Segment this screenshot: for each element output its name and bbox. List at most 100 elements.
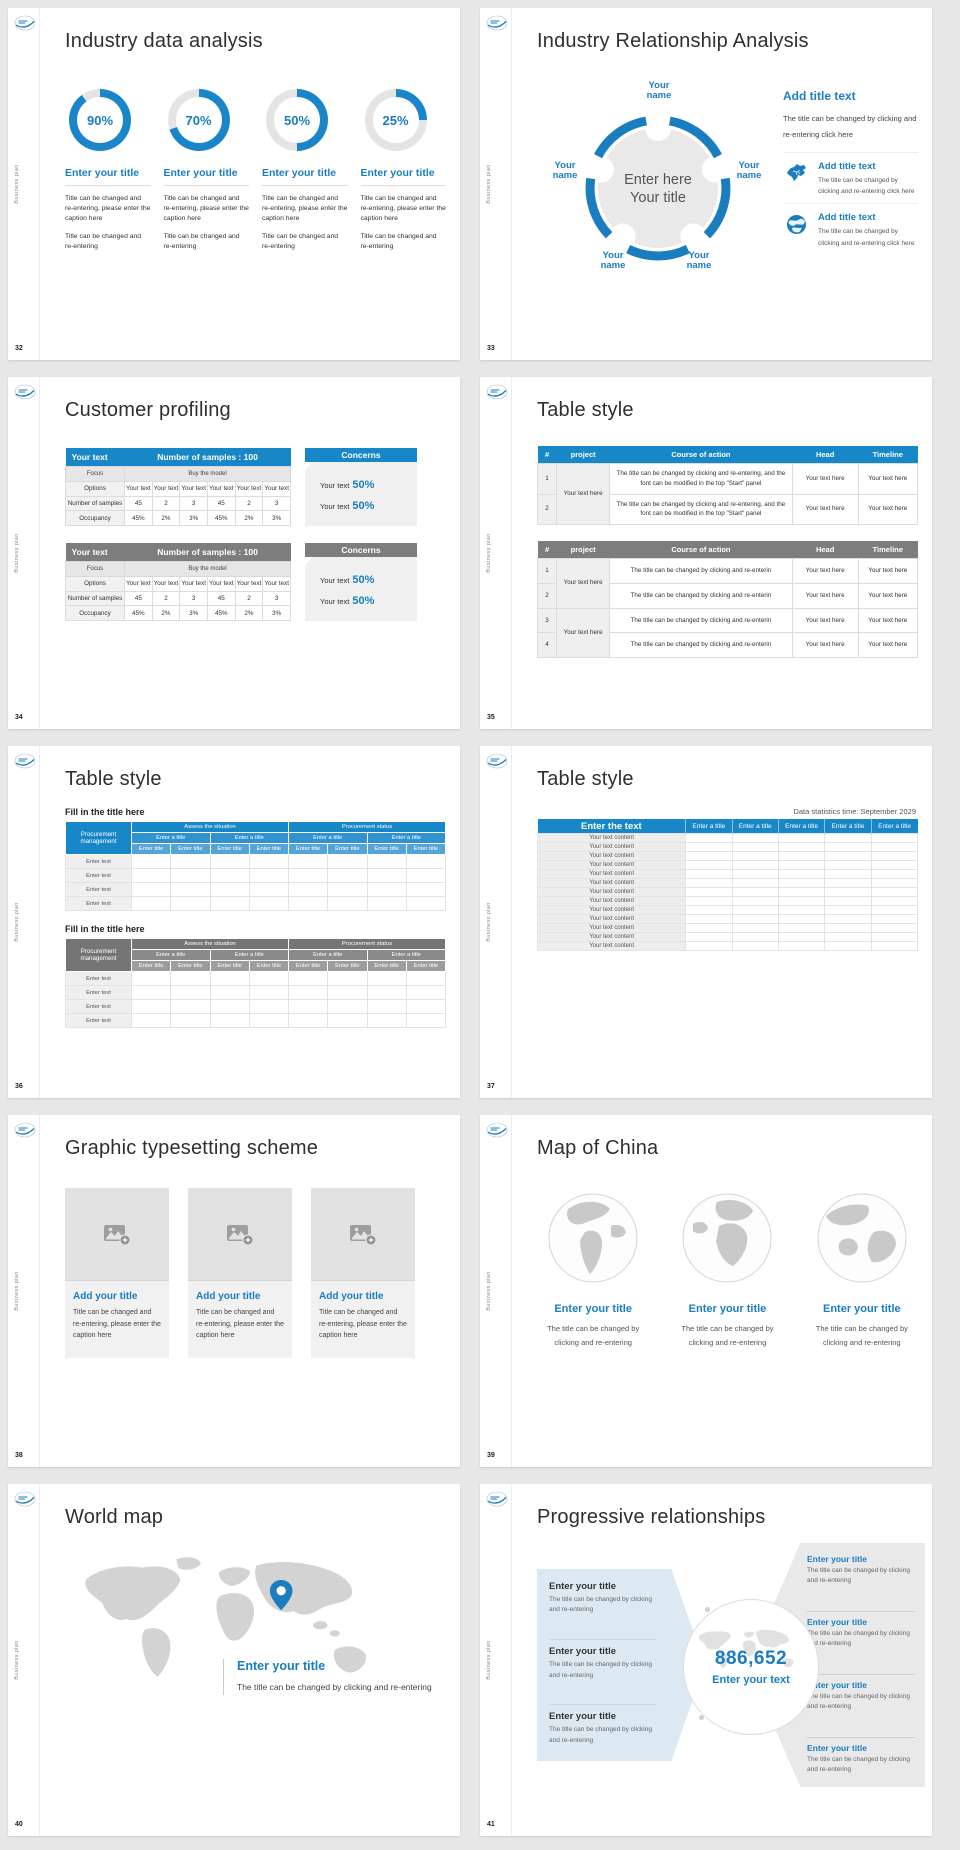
item-body: The title can be changed by clicking and… [807,1567,910,1585]
slide-number: 33 [487,345,495,352]
item-heading: Add title text [818,160,876,172]
relationship-node-label: Your name [736,160,762,182]
globe-heading: Enter your title [823,1303,901,1315]
vertical-sidebar-text: Business plan [486,164,492,204]
card-heading: Add your title [73,1291,138,1302]
company-logo-icon [14,1491,36,1507]
slide-thumbnail-40[interactable]: Business plan 40 World map [8,1484,460,1836]
sidebar-divider [39,1115,40,1467]
company-logo-icon [486,1122,508,1138]
card-heading: Add your title [319,1291,384,1302]
relationship-node-label: Your name [600,250,626,272]
slide-thumbnail-41[interactable]: Business plan 41 Progressive relationshi… [480,1484,932,1836]
image-placeholder [65,1188,169,1281]
image-caption-card: Add your title Title can be changed and … [188,1188,292,1358]
slide-thumbnail-35[interactable]: Business plan 35 Table style # project Cou… [480,377,932,729]
donut-stats-row: 90% Enter your title Title can be change… [65,89,446,259]
image-placeholder [311,1188,415,1281]
sidebar-divider [39,746,40,1098]
slide-thumbnail-32[interactable]: Business plan 32 Industry data analysis … [8,8,460,360]
image-caption-card: Add your title Title can be changed and … [311,1188,415,1358]
item-body: The title can be changed by clicking and… [807,1692,910,1710]
progress-item: Enter your title The title can be change… [807,1673,915,1716]
company-logo-icon [486,1491,508,1507]
action-table-gray: # project Course of action Head Timeline 1 Yo… [536,541,919,658]
table-header: Number of samples : 100 [124,448,291,467]
item-body: The title can be changed by clicking and… [549,1726,652,1744]
vertical-sidebar-text: Business plan [14,1640,20,1680]
globe-item: Enter your title The title can be change… [537,1192,649,1349]
card-body: Title can be changed and re-entering, pl… [73,1309,161,1340]
left-arrow-panel: Enter your title The title can be change… [537,1569,705,1761]
company-logo-icon [486,384,508,400]
slide-number: 40 [15,1821,23,1828]
card-body: Title can be changed and re-entering, pl… [196,1309,284,1340]
slide-thumbnail-38[interactable]: Business plan 38 Graphic typesetting sch… [8,1115,460,1467]
sidebar-divider [511,1484,512,1836]
map-heading: Enter your title [237,1659,326,1673]
company-logo-icon [14,384,36,400]
globe-heading: Enter your title [688,1303,767,1315]
page-title: Table style [65,768,162,790]
sidebar-divider [511,1115,512,1467]
concern-text: Your text [320,575,350,585]
image-placeholder-icon [350,1225,377,1246]
item-heading: Enter your title [549,1581,617,1592]
card-heading: Add your title [196,1291,261,1302]
concern-percent: 50% [352,594,375,607]
diagram-center-label: Enter here Your title [624,172,692,207]
slide-number: 37 [487,1083,495,1090]
slide-number: 35 [487,714,495,721]
slide-thumbnail-34[interactable]: Business plan 34 Customer profiling Your… [8,377,460,729]
statistic-label: Enter your text [712,1674,790,1686]
slide-thumbnail-37[interactable]: Business plan 37 Table style Data statis… [480,746,932,1098]
item-body: The title can be changed by clicking and… [818,228,915,247]
relationship-node-label: Your name [646,80,672,102]
relationship-node-label: Your name [552,160,578,182]
page-title: Table style [537,399,634,421]
slide-thumbnail-36[interactable]: Business plan 36 Table style Fill in the… [8,746,460,1098]
globe-heading: Enter your title [554,1303,632,1315]
sample-table-gray: Your text Number of samples : 100 Focus Bu… [65,543,291,621]
statistics-time-note: Data statistics time: September 2029 [793,807,916,816]
image-placeholder-icon [104,1225,131,1246]
stat-caption: Title can be changed and re-entering, pl… [163,195,249,223]
concern-text: Your text [320,480,350,490]
table-header: Number of samples : 100 [124,543,291,562]
globe-body: The title can be changed by clicking and… [815,1324,908,1347]
card-body: Title can be changed and re-entering, pl… [319,1309,407,1340]
concerns-callout-gray: Concerns Your text 50% Your text 50% [305,543,417,621]
map-body: The title can be changed by clicking and… [237,1682,432,1692]
section-body: The title can be changed by clicking and… [783,114,917,139]
slide-thumbnail-39[interactable]: Business plan 39 Map of China Enter your… [480,1115,932,1467]
procurement-table-blue: Procurement management Assess the situati… [65,821,447,911]
slide-thumbnail-33[interactable]: Business plan 33 Industry Relationship A… [480,8,932,360]
company-logo-icon [486,753,508,769]
item-heading: Enter your title [807,1554,867,1564]
slide-number: 34 [15,714,23,721]
relationship-circle-diagram: Your name Your name Your name Your name … [537,79,775,287]
vertical-sidebar-text: Business plan [14,164,20,204]
center-statistic-circle: 886,652 Enter your text [683,1599,819,1735]
stat-heading: Enter your title [65,167,151,186]
action-table-blue: # project Course of action Head Timeline 1 Yo… [536,446,919,525]
stat-heading: Enter your title [163,167,249,186]
donut-stat: 25% Enter your title Title can be change… [360,89,446,259]
vertical-sidebar-text: Business plan [14,902,20,942]
donut-value: 25% [382,112,409,128]
table-title: Your text [65,448,125,467]
concern-percent: 50% [352,478,375,491]
relationship-node-label: Your name [686,250,712,272]
company-logo-icon [486,15,508,31]
callout-heading: Concerns [305,543,417,557]
page-title: World map [65,1506,164,1528]
decorative-dot [705,1607,710,1612]
sidebar-divider [511,8,512,360]
concern-text: Your text [320,596,350,606]
progress-item: Enter your title The title can be change… [549,1579,657,1621]
concerns-callout-blue: Concerns Your text 50% Your text 50% [305,448,417,526]
slide-number: 32 [15,345,23,352]
page-title: Graphic typesetting scheme [65,1137,319,1159]
globe-body: The title can be changed by clicking and… [547,1324,640,1347]
stat-caption: Title can be changed and re-entering [360,232,437,250]
